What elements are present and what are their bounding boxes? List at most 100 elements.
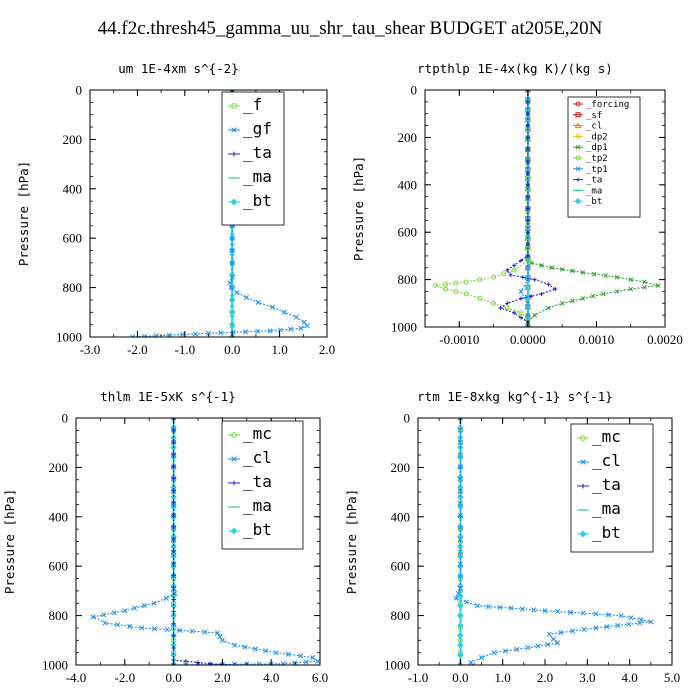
series-point-dp1 [600, 291, 606, 297]
series-point-cl [214, 630, 221, 636]
series-point-cl [219, 637, 225, 643]
series-point-ta [525, 242, 530, 247]
series-point-cl [151, 600, 157, 606]
legend-label: _dp2 [586, 132, 608, 142]
series-point-bt [457, 632, 464, 639]
series-point-gf [242, 329, 249, 335]
series-point-gf [255, 299, 261, 305]
x-tick-label: -0.0010 [439, 332, 479, 347]
legend-label: _bt [592, 523, 621, 542]
series-point-ta [525, 170, 530, 175]
panel-title: rtpthlp 1E-4x(kg K)/(kg s) [417, 61, 613, 76]
series-point-gf [277, 327, 283, 333]
series-point-dp1 [590, 293, 596, 299]
series-point-gf [130, 334, 136, 337]
series-point-cl [457, 427, 463, 433]
series-point-cl [593, 625, 599, 631]
series-point-ta [208, 661, 213, 665]
series-point-cl [470, 662, 476, 665]
series-point-gf [229, 275, 235, 281]
x-tick-label: 2.0 [319, 342, 335, 357]
x-tick-label: 0.0000 [510, 332, 546, 347]
series-point-ta [529, 294, 534, 299]
series-point-tp2 [477, 296, 483, 302]
legend: _forcing_sf_cl_dp2_dp1_tp2_tp1_ta_ma_bt [567, 96, 641, 218]
series-point-cl [151, 626, 158, 632]
series-point-ta [525, 230, 530, 235]
series-point-cl [502, 648, 509, 654]
series-point-ta [525, 194, 530, 199]
legend-swatch-marker [579, 530, 587, 538]
series-point-tp2 [518, 310, 524, 316]
y-axis-label: Pressure [hPa] [16, 161, 31, 266]
series-point-gf [288, 326, 294, 332]
series-point-gf [227, 280, 233, 286]
series-point-gf [281, 309, 287, 315]
figure-title: 44.f2c.thresh45_gamma_uu_shr_tau_shear B… [97, 18, 603, 39]
series-point-ta [171, 645, 176, 651]
y-tick-label: 800 [398, 272, 418, 287]
series-point-cl [519, 606, 525, 612]
legend-label: _ma [586, 186, 602, 196]
series-point-cl [508, 605, 514, 611]
series-point-cl [457, 500, 463, 506]
legend: _f _gf _ta _ma _bt [221, 91, 285, 226]
legend-label: _ta [243, 143, 272, 162]
series-point-cl [593, 611, 599, 617]
series-point-cl [171, 662, 177, 665]
legend-box [570, 423, 654, 553]
legend-label: _cl [243, 448, 272, 467]
legend-swatch-marker [574, 198, 582, 205]
series-point-dp1 [603, 273, 608, 279]
series-point-cl [122, 608, 128, 614]
series-point-cl [457, 464, 463, 470]
series-point-cl [497, 604, 503, 610]
series-point-cl [580, 610, 586, 616]
series-point-ta [171, 512, 176, 518]
series-point-cl [457, 573, 463, 579]
series-point-cl [457, 439, 463, 445]
series-point-tp1 [525, 300, 531, 306]
series-point-tp2 [477, 277, 483, 283]
y-tick-label: 800 [63, 280, 83, 295]
legend-swatch-marker [576, 177, 580, 182]
series-point-ta [171, 573, 176, 578]
series-point-cl [457, 561, 463, 567]
series-point-cl [242, 644, 248, 650]
x-tick-label: 3.0 [579, 670, 595, 685]
plot-frame [89, 89, 328, 338]
x-tick-label: 1.0 [271, 342, 287, 357]
series-point-gf [304, 323, 310, 329]
series-point-ta [525, 123, 530, 128]
x-tick-label: 5.0 [664, 670, 680, 685]
series-point-dp1 [614, 289, 620, 294]
series-point-tp2 [443, 286, 449, 292]
legend-label: _mc [592, 427, 621, 446]
series-point-tp1 [525, 265, 531, 271]
series-point-cl [491, 650, 497, 656]
series-point-ta [532, 277, 537, 282]
series-point-ta [171, 609, 176, 614]
series-point-cl [581, 626, 587, 633]
series-point-bt [457, 602, 464, 609]
series-point-cl [615, 622, 621, 629]
series-point-ta [508, 272, 513, 277]
series-point-gf [267, 328, 273, 334]
series-point-ta [525, 159, 530, 164]
legend: _mc _cl _ta _ma _bt [221, 420, 304, 550]
series-point-ta [171, 488, 176, 493]
series-point-cl [455, 590, 461, 596]
series-point-cl [280, 661, 286, 665]
legend-swatch-marker [580, 483, 586, 489]
series-point-cl [457, 488, 463, 494]
series-point-gf [255, 328, 261, 334]
series-point-cl [102, 620, 108, 626]
series-point-tp2 [443, 281, 449, 287]
series-point-bt [228, 321, 236, 328]
legend-label: _bt [586, 197, 602, 207]
x-tick-label: -1.0 [408, 670, 429, 685]
legend-swatch-marker [231, 432, 237, 438]
legend-label: _dp1 [586, 143, 608, 153]
series-point-ta [525, 99, 530, 104]
